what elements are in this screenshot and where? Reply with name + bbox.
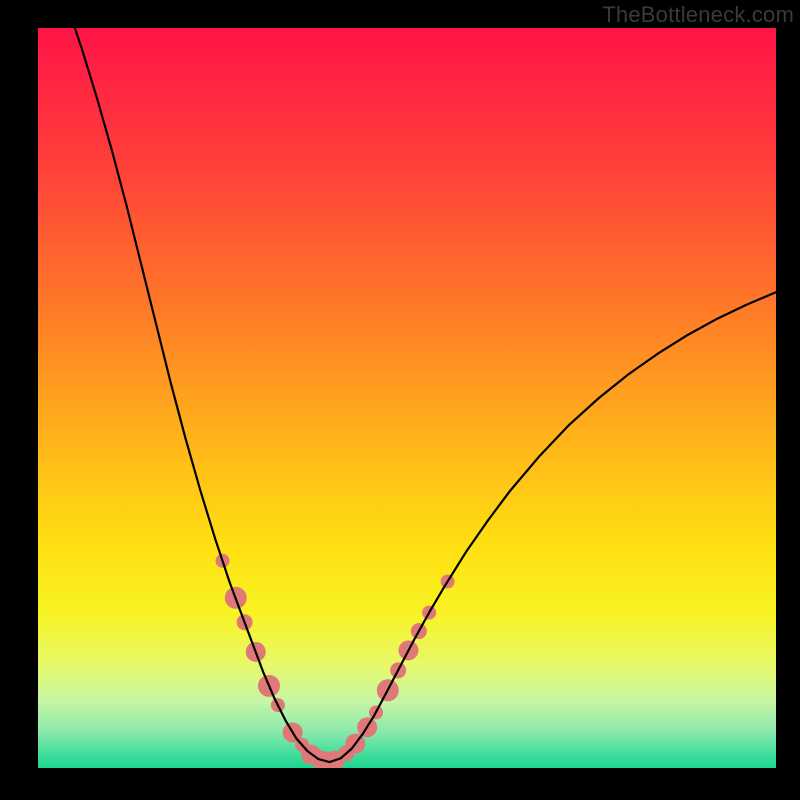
- chart-svg: [38, 28, 776, 768]
- bottleneck-chart: [38, 28, 776, 768]
- watermark-text: TheBottleneck.com: [602, 2, 794, 28]
